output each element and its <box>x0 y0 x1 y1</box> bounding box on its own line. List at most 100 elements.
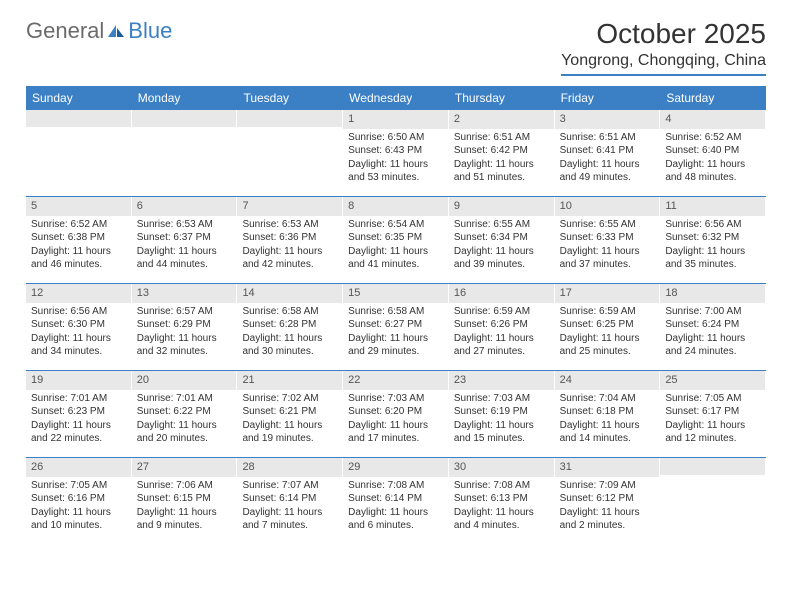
daylight-line: Daylight: 11 hours and 6 minutes. <box>348 506 443 533</box>
day-content <box>26 127 131 133</box>
daylight-line: Daylight: 11 hours and 46 minutes. <box>31 245 126 272</box>
calendar-day-cell: 11Sunrise: 6:56 AMSunset: 6:32 PMDayligh… <box>660 197 766 283</box>
sunrise-line: Sunrise: 7:08 AM <box>454 479 549 493</box>
calendar-day-cell: 31Sunrise: 7:09 AMSunset: 6:12 PMDayligh… <box>555 458 661 544</box>
day-number: 4 <box>660 110 765 129</box>
calendar-day-cell <box>132 110 238 196</box>
daylight-line: Daylight: 11 hours and 48 minutes. <box>665 158 760 185</box>
sunrise-line: Sunrise: 7:08 AM <box>348 479 443 493</box>
day-number: 23 <box>449 371 554 390</box>
sunset-line: Sunset: 6:37 PM <box>137 231 232 245</box>
calendar-week-row: 1 Sunrise: 6:50 AMSunset: 6:43 PM Daylight… <box>26 110 766 196</box>
calendar-day-cell: 13Sunrise: 6:57 AMSunset: 6:29 PMDayligh… <box>132 284 238 370</box>
calendar-day-cell: 27Sunrise: 7:06 AMSunset: 6:15 PMDayligh… <box>132 458 238 544</box>
sunrise-line: Sunrise: 6:50 AM <box>348 131 443 145</box>
calendar-day-cell: 3Sunrise: 6:51 AMSunset: 6:41 PMDaylight… <box>555 110 661 196</box>
weekday-header: Friday <box>555 86 661 110</box>
day-content: Sunrise: 6:52 AMSunset: 6:40 PMDaylight:… <box>660 129 765 189</box>
sunset-line: Sunset: 6:20 PM <box>348 405 443 419</box>
sunset-line: Sunset: 6:40 PM <box>665 144 760 158</box>
daylight-line: Daylight: 11 hours and 9 minutes. <box>137 506 232 533</box>
sunset-line: Sunset: 6:25 PM <box>560 318 655 332</box>
day-number: 6 <box>132 197 237 216</box>
calendar-day-cell: 26Sunrise: 7:05 AMSunset: 6:16 PMDayligh… <box>26 458 132 544</box>
sunset-line: Sunset: 6:24 PM <box>665 318 760 332</box>
brand-logo: General Blue <box>26 18 172 44</box>
sail-icon <box>106 23 126 39</box>
sunset-line: Sunset: 6:17 PM <box>665 405 760 419</box>
sunset-line: Sunset: 6:22 PM <box>137 405 232 419</box>
day-content: Sunrise: 7:05 AMSunset: 6:16 PMDaylight:… <box>26 477 131 537</box>
sunrise-line: Sunrise: 6:58 AM <box>348 305 443 319</box>
day-content: Sunrise: 7:04 AMSunset: 6:18 PMDaylight:… <box>555 390 660 450</box>
sunset-line: Sunset: 6:36 PM <box>242 231 337 245</box>
day-content: Sunrise: 7:03 AMSunset: 6:19 PMDaylight:… <box>449 390 554 450</box>
calendar-day-cell: 4Sunrise: 6:52 AMSunset: 6:40 PMDaylight… <box>660 110 766 196</box>
daylight-line: Daylight: 11 hours and 32 minutes. <box>137 332 232 359</box>
title-block: October 2025 Yongrong, Chongqing, China <box>561 18 766 76</box>
page-title: October 2025 <box>561 18 766 50</box>
day-content: Sunrise: 6:51 AMSunset: 6:42 PMDaylight:… <box>449 129 554 189</box>
daylight-line: Daylight: 11 hours and 37 minutes. <box>560 245 655 272</box>
brand-part2: Blue <box>128 18 172 44</box>
sunset-line: Sunset: 6:43 PM <box>348 144 443 158</box>
sunset-line: Sunset: 6:32 PM <box>665 231 760 245</box>
day-content <box>660 475 765 481</box>
calendar-weeks: 1 Sunrise: 6:50 AMSunset: 6:43 PM Daylight… <box>26 110 766 544</box>
daylight-line: Daylight: 11 hours and 30 minutes. <box>242 332 337 359</box>
sunset-line: Sunset: 6:13 PM <box>454 492 549 506</box>
sunrise-line: Sunrise: 6:52 AM <box>665 131 760 145</box>
day-number: 24 <box>555 371 660 390</box>
daylight-line: Daylight: 11 hours and 19 minutes. <box>242 419 337 446</box>
day-number: 22 <box>343 371 448 390</box>
day-content: Sunrise: 6:58 AMSunset: 6:28 PMDaylight:… <box>237 303 342 363</box>
sunset-line: Sunset: 6:21 PM <box>242 405 337 419</box>
daylight-line: Daylight: 11 hours and 27 minutes. <box>454 332 549 359</box>
sunset-line: Sunset: 6:28 PM <box>242 318 337 332</box>
sunset-line: Sunset: 6:38 PM <box>31 231 126 245</box>
calendar-day-cell: 18Sunrise: 7:00 AMSunset: 6:24 PMDayligh… <box>660 284 766 370</box>
day-number: 8 <box>343 197 448 216</box>
calendar-day-cell: 30Sunrise: 7:08 AMSunset: 6:13 PMDayligh… <box>449 458 555 544</box>
sunrise-line: Sunrise: 7:05 AM <box>665 392 760 406</box>
day-content: Sunrise: 6:54 AMSunset: 6:35 PMDaylight:… <box>343 216 448 276</box>
daylight-line: Daylight: 11 hours and 29 minutes. <box>348 332 443 359</box>
calendar-day-cell: 23Sunrise: 7:03 AMSunset: 6:19 PMDayligh… <box>449 371 555 457</box>
daylight-line: Daylight: 11 hours and 14 minutes. <box>560 419 655 446</box>
sunset-line: Sunset: 6:19 PM <box>454 405 549 419</box>
calendar-day-cell <box>237 110 343 196</box>
daylight-line: Daylight: 11 hours and 35 minutes. <box>665 245 760 272</box>
sunrise-line: Sunrise: 6:59 AM <box>454 305 549 319</box>
daylight-line: Daylight: 11 hours and 25 minutes. <box>560 332 655 359</box>
day-number: 21 <box>237 371 342 390</box>
day-number: 17 <box>555 284 660 303</box>
day-number: 14 <box>237 284 342 303</box>
sunset-line: Sunset: 6:15 PM <box>137 492 232 506</box>
sunrise-line: Sunrise: 7:09 AM <box>560 479 655 493</box>
calendar-day-cell: 28Sunrise: 7:07 AMSunset: 6:14 PMDayligh… <box>237 458 343 544</box>
sunset-line: Sunset: 6:14 PM <box>242 492 337 506</box>
calendar-page: General Blue October 2025 Yongrong, Chon… <box>0 0 792 562</box>
calendar-week-row: 12Sunrise: 6:56 AMSunset: 6:30 PMDayligh… <box>26 283 766 370</box>
calendar-day-cell: 10Sunrise: 6:55 AMSunset: 6:33 PMDayligh… <box>555 197 661 283</box>
day-number: 26 <box>26 458 131 477</box>
calendar-day-cell <box>660 458 766 544</box>
daylight-line: Daylight: 11 hours and 49 minutes. <box>560 158 655 185</box>
daylight-line: Daylight: 11 hours and 51 minutes. <box>454 158 549 185</box>
daylight-line: Daylight: 11 hours and 22 minutes. <box>31 419 126 446</box>
day-content: Sunrise: 7:06 AMSunset: 6:15 PMDaylight:… <box>132 477 237 537</box>
calendar-day-cell: 12Sunrise: 6:56 AMSunset: 6:30 PMDayligh… <box>26 284 132 370</box>
sunrise-line: Sunrise: 7:00 AM <box>665 305 760 319</box>
sunset-line: Sunset: 6:29 PM <box>137 318 232 332</box>
day-number: 1 <box>343 110 448 129</box>
location-text: Yongrong, Chongqing, China <box>561 52 766 76</box>
sunrise-line: Sunrise: 6:51 AM <box>560 131 655 145</box>
calendar-day-cell: 5Sunrise: 6:52 AMSunset: 6:38 PMDaylight… <box>26 197 132 283</box>
calendar-day-cell: 25Sunrise: 7:05 AMSunset: 6:17 PMDayligh… <box>660 371 766 457</box>
sunrise-line: Sunrise: 7:03 AM <box>348 392 443 406</box>
day-number: 12 <box>26 284 131 303</box>
sunset-line: Sunset: 6:27 PM <box>348 318 443 332</box>
sunset-line: Sunset: 6:18 PM <box>560 405 655 419</box>
calendar-grid: SundayMondayTuesdayWednesdayThursdayFrid… <box>26 86 766 544</box>
day-content: Sunrise: 6:53 AMSunset: 6:37 PMDaylight:… <box>132 216 237 276</box>
